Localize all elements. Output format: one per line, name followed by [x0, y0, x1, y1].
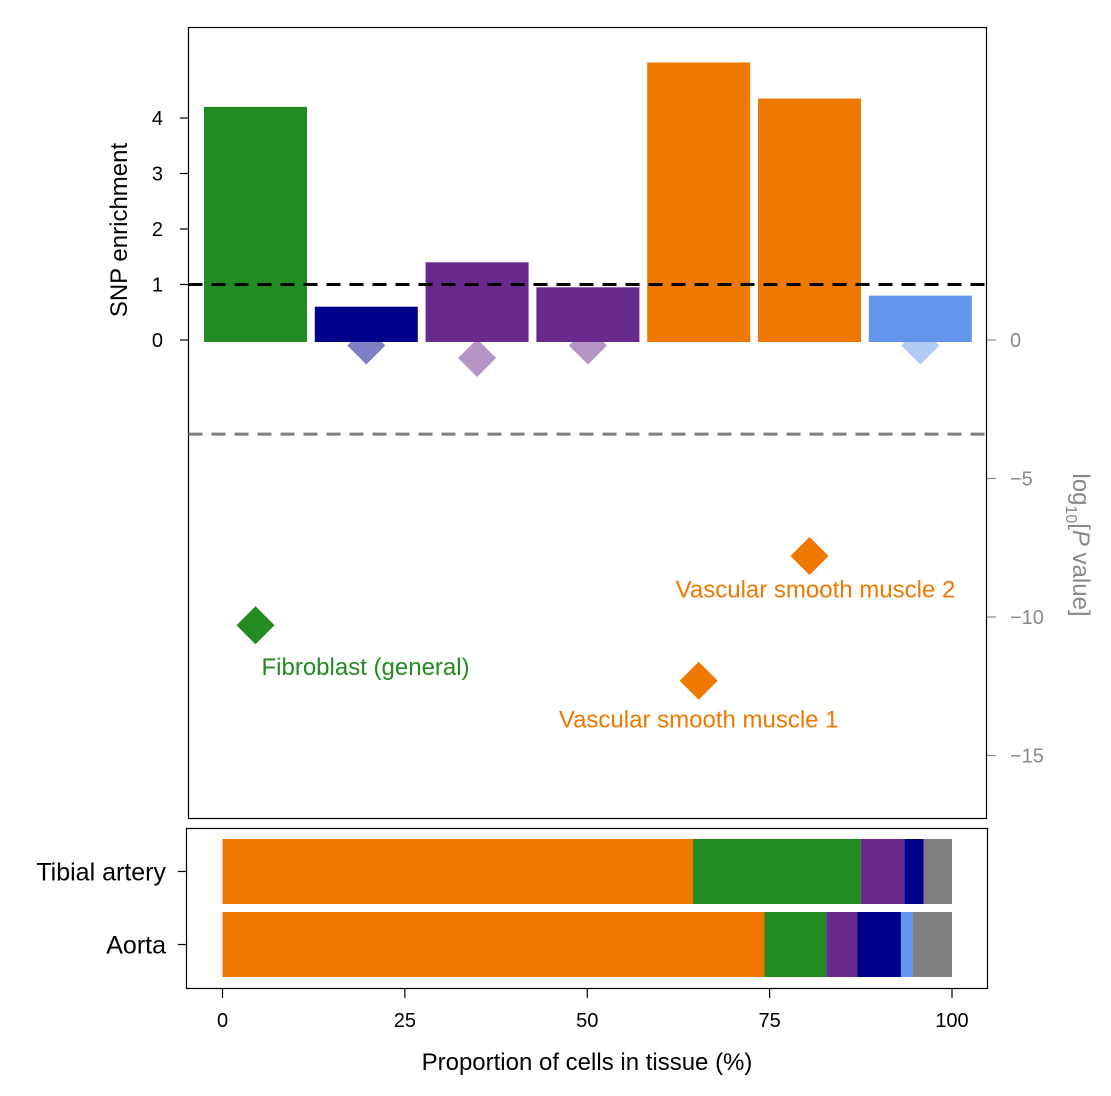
- enrichment-y-axis: 0 1 2 3 4: [152, 108, 188, 352]
- enrichment-bar: [314, 306, 418, 342]
- proportion-x-axis: 0 25 50 75 100: [217, 989, 969, 1032]
- pvalue-y-axis: 0 −5 −10 −15: [987, 330, 1044, 768]
- cell-type-annotation: Vascular smooth muscle 2: [676, 576, 956, 603]
- enrichment-bar: [868, 295, 972, 342]
- proportion-x-tick-label: 25: [394, 1010, 416, 1032]
- proportion-segment: [693, 839, 861, 904]
- enrichment-y-tick-label: 4: [152, 108, 163, 130]
- proportion-segment: [904, 839, 924, 904]
- pvalue-y-tick-label: −5: [1010, 469, 1033, 491]
- enrichment-bar: [425, 262, 529, 342]
- enrichment-y-tick-label: 2: [152, 219, 163, 241]
- enrichment-y-tick-label: 1: [152, 275, 163, 297]
- enrichment-bars: [204, 62, 972, 343]
- pvalue-y-label: log10[P value]: [1062, 473, 1094, 616]
- tissue-label: Aorta: [106, 932, 166, 960]
- proportion-x-label: Proportion of cells in tissue (%): [422, 1049, 753, 1076]
- pvalue-y-tick-label: −10: [1010, 607, 1044, 629]
- proportion-segment: [923, 839, 952, 904]
- enrichment-bar: [536, 287, 640, 342]
- proportion-segment: [900, 912, 913, 977]
- proportion-x-tick-label: 100: [935, 1010, 968, 1032]
- proportion-x-tick-label: 50: [576, 1010, 598, 1032]
- enrichment-y-label: SNP enrichment: [106, 143, 133, 318]
- enrichment-bar: [758, 98, 861, 342]
- proportion-x-tick-label: 75: [759, 1010, 781, 1032]
- tissue-axis: Tibial artery Aorta: [36, 859, 186, 960]
- proportion-segment: [860, 839, 905, 904]
- pvalue-annotations: Fibroblast (general) Vascular smooth musc…: [262, 576, 956, 733]
- enrichment-y-tick-label: 3: [152, 164, 163, 186]
- pvalue-point: [790, 537, 829, 576]
- enrichment-bar: [204, 106, 307, 343]
- cell-type-annotation: Vascular smooth muscle 1: [559, 706, 839, 733]
- proportion-segment: [222, 912, 765, 977]
- proportion-segment: [857, 912, 901, 977]
- tissue-proportion-bars: [222, 839, 952, 977]
- enrichment-bar: [647, 62, 751, 342]
- proportion-x-tick-label: 0: [217, 1010, 228, 1032]
- enrichment-y-tick-label: 0: [152, 330, 163, 352]
- pvalue-y-tick-label: 0: [1010, 330, 1021, 352]
- lower-panel-frame: [185, 827, 989, 990]
- proportion-segment: [826, 912, 858, 977]
- pvalue-points: [236, 326, 940, 700]
- pvalue-point: [236, 606, 275, 645]
- proportion-segment: [912, 912, 952, 977]
- proportion-segment: [222, 839, 694, 904]
- pvalue-point: [458, 339, 497, 378]
- cell-type-annotation: Fibroblast (general): [262, 654, 470, 681]
- upper-panel-frame: [187, 26, 988, 820]
- pvalue-y-tick-label: −15: [1010, 746, 1044, 768]
- tissue-label: Tibial artery: [36, 859, 166, 887]
- proportion-segment: [764, 912, 827, 977]
- pvalue-point: [679, 661, 718, 700]
